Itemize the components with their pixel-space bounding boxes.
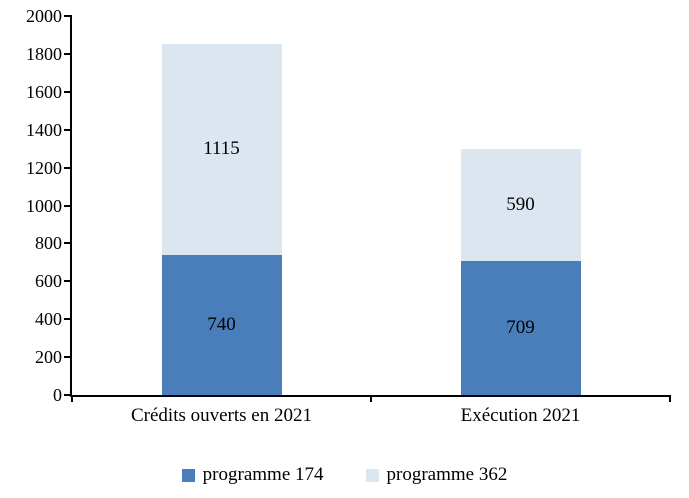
bar-segment: 709 — [460, 260, 581, 395]
legend-label: programme 362 — [386, 464, 508, 485]
y-tick-label: 600 — [35, 271, 62, 292]
bar-segment: 740 — [161, 254, 282, 395]
bar-group: 740 1115 — [161, 16, 282, 395]
bar-value-label: 590 — [506, 193, 535, 215]
bar-value-label: 740 — [207, 313, 236, 335]
y-tick-mark — [64, 356, 72, 359]
y-tick-mark — [64, 52, 72, 55]
legend-item: programme 362 — [365, 464, 508, 486]
y-tick-label: 1000 — [26, 195, 62, 216]
x-category-label: Crédits ouverts en 2021 — [130, 405, 313, 426]
legend-swatch — [365, 468, 379, 482]
y-tick-label: 1200 — [26, 157, 62, 178]
y-tick-mark — [64, 166, 72, 169]
y-tick-label: 200 — [35, 347, 62, 368]
y-tick-label: 1800 — [26, 43, 62, 64]
y-tick-mark — [64, 280, 72, 283]
y-tick-label: 1600 — [26, 81, 62, 102]
x-tick-mark — [71, 395, 73, 402]
y-tick-mark — [64, 15, 72, 17]
y-tick-label: 800 — [35, 233, 62, 254]
x-category-label: Exécution 2021 — [460, 405, 581, 426]
x-tick-mark — [669, 395, 671, 402]
bar-segment: 590 — [460, 148, 581, 261]
y-tick-mark — [64, 128, 72, 131]
legend-item: programme 174 — [181, 464, 324, 486]
bar-value-label: 709 — [506, 316, 535, 338]
bar-group: 709 590 — [460, 16, 581, 395]
y-tick-label: 2000 — [26, 6, 62, 26]
legend-swatch — [181, 468, 195, 482]
y-tick-mark — [64, 318, 72, 321]
legend: programme 174 programme 362 — [0, 464, 689, 486]
plot-area: 0 200 400 600 800 1000 1200 1400 1600 1800 2000 74… — [26, 6, 671, 426]
x-tick-mark — [370, 395, 372, 402]
legend-label: programme 174 — [202, 464, 324, 485]
y-tick-label: 400 — [35, 309, 62, 330]
y-tick-mark — [64, 90, 72, 93]
y-tick-mark — [64, 242, 72, 245]
y-tick-label: 1400 — [26, 119, 62, 140]
bar-segment: 1115 — [161, 43, 282, 255]
y-tick-label: 0 — [53, 385, 62, 405]
bar-value-label: 1115 — [203, 138, 240, 160]
y-tick-mark — [64, 394, 72, 396]
y-tick-mark — [64, 204, 72, 207]
